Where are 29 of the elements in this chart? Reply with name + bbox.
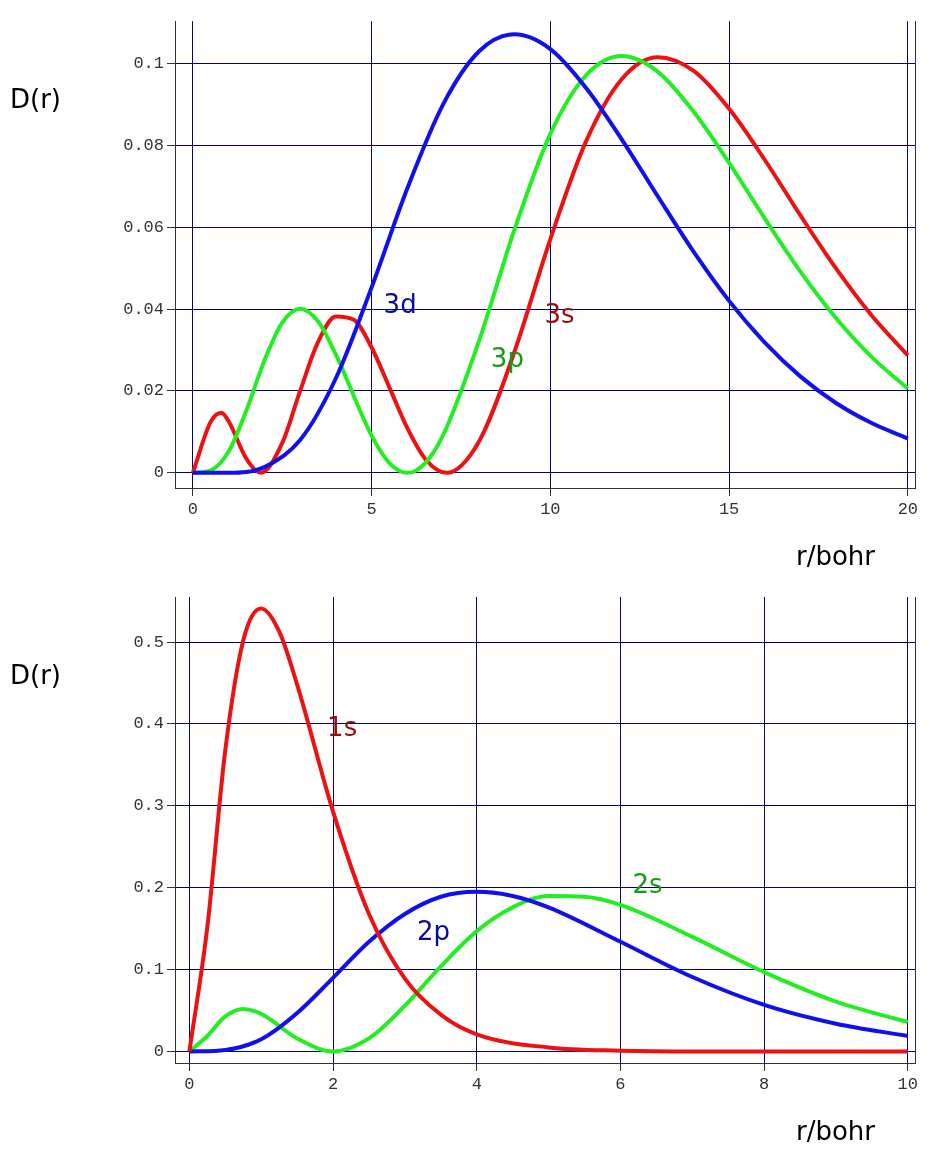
x-tick-label: 2 <box>327 1074 339 1094</box>
x-axis-title: r/bohr <box>795 1115 876 1146</box>
y-tick-label: 0.1 <box>133 53 164 73</box>
x-tick-label: 10 <box>540 499 561 519</box>
x-tick-label: 10 <box>897 1074 919 1094</box>
y-tick-label: 0.04 <box>123 299 164 319</box>
y-tick-label: 0 <box>153 463 164 483</box>
y-tick-label: 0 <box>153 1042 164 1062</box>
y-tick-label: 0.02 <box>123 381 164 401</box>
line-series <box>187 606 910 1054</box>
x-tick-label: 5 <box>366 499 377 519</box>
y-tick-label: 0.06 <box>123 217 164 237</box>
y-axis-title: D(r) <box>10 83 61 114</box>
x-axis-title: r/bohr <box>795 540 876 571</box>
x-tick-label: 20 <box>897 499 919 519</box>
x-tick-label: 15 <box>718 499 740 519</box>
x-tick-label: 0 <box>184 1074 195 1094</box>
y-tick-label: 0.1 <box>133 960 164 980</box>
y-tick-label: 0.2 <box>133 878 164 898</box>
y-tick-label: 0.5 <box>133 632 164 652</box>
y-tick-label: 0.08 <box>123 135 164 155</box>
x-tick-label: 4 <box>471 1074 482 1094</box>
x-tick-label: 0 <box>187 499 198 519</box>
y-axis-title: D(r) <box>10 659 61 690</box>
x-tick-label: 6 <box>615 1074 626 1094</box>
y-tick-label: 0.4 <box>133 714 164 734</box>
x-tick-label: 8 <box>759 1074 770 1094</box>
annotation: 2p <box>416 915 450 946</box>
y-tick-label: 0.3 <box>133 796 164 816</box>
